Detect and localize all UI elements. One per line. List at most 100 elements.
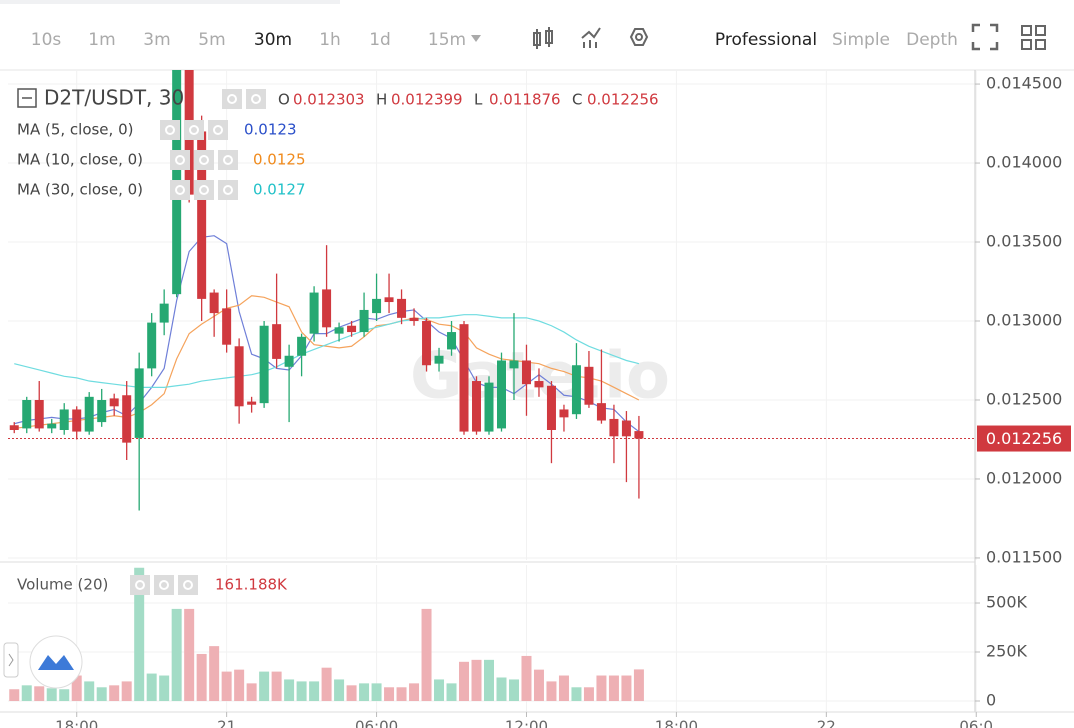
ma-legend-name: MA (5, close, 0) (17, 121, 133, 139)
legend-tool-glyph (175, 185, 185, 195)
candle-body (297, 336, 307, 356)
volume-bar (221, 671, 232, 701)
legend-tool-icon[interactable] (194, 150, 214, 170)
candle-body (47, 423, 57, 429)
volume-bar (633, 669, 644, 701)
candle-body (459, 324, 469, 432)
interval-button[interactable]: 10s (31, 30, 62, 50)
settings-icon[interactable] (629, 28, 649, 46)
interval-button[interactable]: 3m (143, 30, 170, 50)
legend-tool-icon[interactable] (194, 180, 214, 200)
top-strip (0, 0, 340, 4)
legend-tool-icon[interactable] (208, 120, 228, 140)
volume-bar (484, 659, 495, 701)
last-price-label: 0.012256 (986, 429, 1062, 448)
volume-title: Volume (20) (17, 576, 108, 594)
candle-body (197, 131, 207, 299)
legend-tool-icon[interactable] (154, 575, 174, 595)
candle-body (509, 360, 519, 369)
volume-bar (146, 673, 157, 701)
x-tick-label: 22 (817, 718, 836, 728)
volume-bar (96, 687, 107, 701)
legend-tool-glyph (183, 580, 193, 590)
logo-button[interactable] (29, 635, 83, 689)
candle-body (546, 385, 556, 430)
interval-button[interactable]: 5m (198, 30, 225, 50)
legend-tool-icon[interactable] (246, 89, 266, 109)
candle-body (234, 346, 244, 407)
legend-tool-glyph (199, 185, 209, 195)
interval-button[interactable]: 15m (428, 30, 466, 50)
candle-body (609, 418, 619, 437)
volume-bar (246, 683, 257, 701)
candle-body (72, 409, 82, 432)
candle-body (372, 298, 382, 314)
layout-icon[interactable] (1021, 25, 1046, 50)
legend-tool-icon[interactable] (170, 150, 190, 170)
volume-bar (471, 659, 482, 701)
candle-body (384, 297, 394, 303)
candle-body (447, 332, 457, 350)
x-tick-label: 12:00 (505, 718, 548, 728)
candle-body (309, 292, 319, 334)
ohlc-key: L (474, 91, 483, 109)
volume-bar (259, 671, 270, 701)
volume-bar (59, 689, 70, 701)
volume-bar (271, 671, 282, 701)
y-tick-label: 0.013500 (986, 232, 1062, 251)
y-tick-label: 250K (986, 642, 1028, 661)
legend-tool-glyph (135, 580, 145, 590)
volume-bar (109, 685, 120, 701)
volume-bar (459, 661, 470, 701)
candle-body (359, 309, 369, 333)
interval-button[interactable]: 1d (369, 30, 391, 50)
legend-tool-icon[interactable] (130, 575, 150, 595)
candle-icon[interactable] (533, 27, 553, 49)
ohlc-value: 0.012256 (587, 91, 659, 109)
legend-tool-icon[interactable] (178, 575, 198, 595)
volume-bar (334, 679, 345, 701)
indicator-icon[interactable] (581, 27, 601, 48)
legend-tool-icon[interactable] (170, 180, 190, 200)
candle-body (397, 298, 407, 318)
candle-body (496, 360, 506, 429)
side-tab[interactable] (3, 642, 19, 678)
candle-body (634, 431, 644, 439)
fullscreen-icon[interactable] (971, 23, 999, 51)
legend-tool-icon[interactable] (160, 120, 180, 140)
y-tick-label: 0.014000 (986, 153, 1062, 172)
candle-body (559, 409, 569, 418)
volume-bar (296, 681, 307, 701)
candle-body (134, 368, 144, 438)
volume-bar (209, 646, 220, 701)
last-price-box (977, 425, 1071, 452)
legend-tool-glyph (189, 125, 199, 135)
view-button[interactable]: Depth (906, 30, 958, 50)
x-tick-label: 18:00 (55, 718, 98, 728)
candle-body (571, 365, 581, 415)
x-tick-label: 06:0 (959, 718, 993, 728)
legend-tool-icon[interactable] (222, 89, 242, 109)
interval-button[interactable]: 30m (254, 30, 292, 50)
interval-button[interactable]: 1h (319, 30, 341, 50)
candle-body (209, 292, 219, 314)
legend-tool-glyph (223, 185, 233, 195)
legend-tool-icon[interactable] (218, 150, 238, 170)
ohlc-key: H (376, 91, 387, 109)
legend-tool-glyph (165, 125, 175, 135)
legend-tool-icon[interactable] (218, 180, 238, 200)
ohlc-value: 0.012303 (293, 91, 365, 109)
y-tick-label: 0 (986, 691, 996, 710)
legend-tool-icon[interactable] (184, 120, 204, 140)
legend-tool-glyph (213, 125, 223, 135)
candle-body (596, 403, 606, 421)
interval-button[interactable]: 1m (88, 30, 115, 50)
volume-bar (284, 679, 295, 701)
view-button[interactable]: Simple (832, 30, 890, 50)
volume-bar (46, 688, 57, 701)
collapse-icon[interactable] (17, 88, 37, 108)
view-button[interactable]: Professional (715, 30, 817, 50)
ohlc-key: O (278, 91, 290, 109)
candle-body (222, 308, 232, 345)
